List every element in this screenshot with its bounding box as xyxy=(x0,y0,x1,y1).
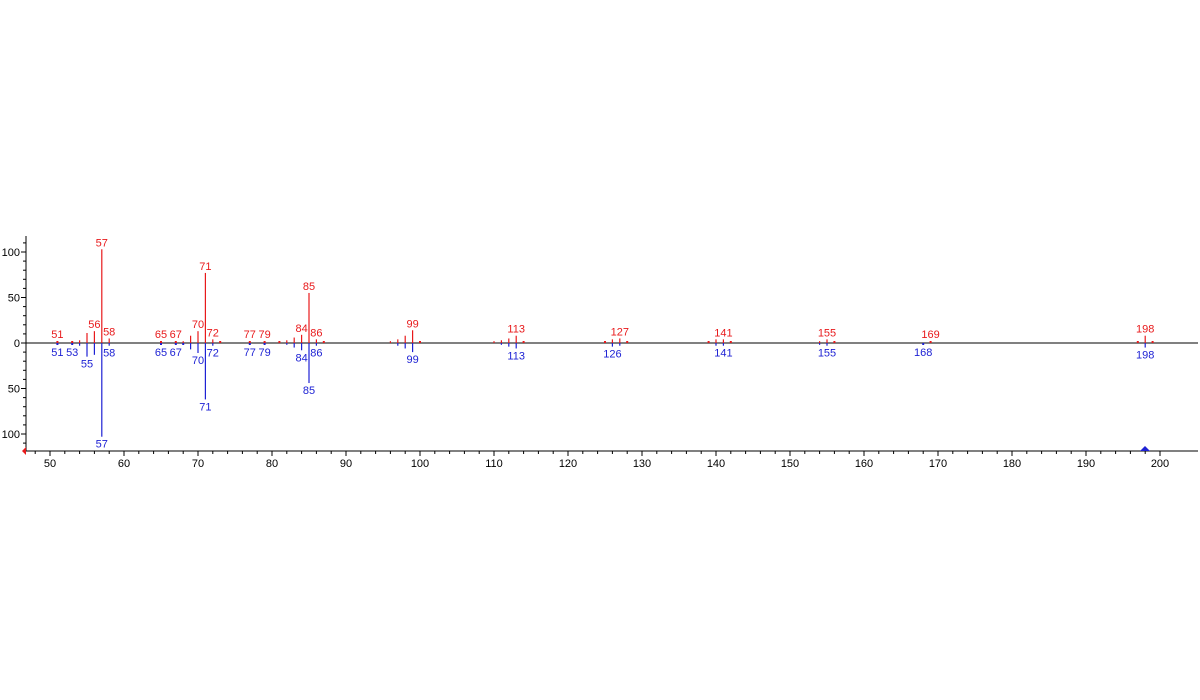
upper-peak-label-67: 67 xyxy=(170,329,182,341)
lower-peak-label-65: 65 xyxy=(155,347,167,359)
lower-peak-label-198: 198 xyxy=(1136,350,1154,362)
upper-peak-197 xyxy=(1136,341,1139,343)
y-tick-label: 100 xyxy=(2,247,20,259)
lower-peak-168 xyxy=(922,343,925,345)
lower-peak-label-55: 55 xyxy=(81,359,93,371)
lower-peak-label-72: 72 xyxy=(207,348,219,360)
x-tick-label: 120 xyxy=(559,458,577,470)
x-tick-label: 190 xyxy=(1077,458,1095,470)
lower-peak-label-168: 168 xyxy=(914,347,932,359)
upper-peak-label-85: 85 xyxy=(303,281,315,293)
axes: 100 50 0 50 100 50 60 70 80 90 100 110 120 130 140 150 1… xyxy=(2,236,1198,470)
lower-peak-77 xyxy=(248,343,251,345)
right-range-marker xyxy=(1140,446,1150,451)
lower-peak-label-67: 67 xyxy=(170,347,182,359)
lower-peak-label-85: 85 xyxy=(303,385,315,397)
upper-peak-label-86: 86 xyxy=(310,327,322,339)
y-tick-label: 50 xyxy=(8,384,20,396)
upper-peak-label-79: 79 xyxy=(258,329,270,341)
upper-peak-label-99: 99 xyxy=(406,318,418,330)
upper-peak-label-51: 51 xyxy=(51,329,63,341)
lower-peak-label-53: 53 xyxy=(66,347,78,359)
lower-peak-label-79: 79 xyxy=(258,347,270,359)
x-tick-label: 170 xyxy=(929,458,947,470)
upper-peak-100 xyxy=(419,341,421,343)
lower-peak-53 xyxy=(71,343,74,345)
upper-peak-label-77: 77 xyxy=(244,329,256,341)
x-tick-label: 50 xyxy=(44,458,56,470)
upper-peak-156 xyxy=(833,341,836,343)
x-tick-label: 60 xyxy=(118,458,130,470)
peak-labels: 51 56 57 58 65 67 70 71 72 77 79 84 85 86 99 113 127 141 1… xyxy=(51,237,1154,450)
upper-peak-87 xyxy=(322,341,325,343)
lower-peak-51 xyxy=(56,343,59,345)
upper-peak-73 xyxy=(219,341,222,343)
y-tick-label: 50 xyxy=(8,293,20,305)
lower-peak-label-113: 113 xyxy=(507,350,525,362)
upper-peak-label-56: 56 xyxy=(88,319,100,331)
upper-peak-label-155: 155 xyxy=(818,327,836,339)
upper-peak-128 xyxy=(626,341,629,343)
upper-peak-label-127: 127 xyxy=(611,326,629,338)
upper-peak-label-84: 84 xyxy=(295,323,307,335)
upper-peak-81 xyxy=(278,341,281,343)
upper-peak-label-72: 72 xyxy=(207,327,219,339)
upper-peak-51 xyxy=(56,341,59,343)
lower-peak-label-126: 126 xyxy=(603,349,621,361)
upper-peak-139 xyxy=(707,341,710,343)
x-tick-label: 100 xyxy=(411,458,429,470)
upper-peak-53 xyxy=(71,341,74,343)
peaks xyxy=(56,249,1154,437)
upper-peak-label-113: 113 xyxy=(507,324,525,336)
x-tick-label: 180 xyxy=(1003,458,1021,470)
lower-peak-79 xyxy=(263,343,266,345)
upper-peak-label-65: 65 xyxy=(155,329,167,341)
lower-peak-label-58: 58 xyxy=(103,348,115,360)
x-tick-label: 110 xyxy=(485,458,503,470)
upper-peak-79 xyxy=(263,341,266,343)
upper-peak-114 xyxy=(522,341,525,343)
markers xyxy=(22,446,1150,455)
upper-peak-label-58: 58 xyxy=(103,326,115,338)
upper-peak-label-70: 70 xyxy=(192,319,204,331)
x-tick-label: 130 xyxy=(633,458,651,470)
lower-peak-label-57: 57 xyxy=(96,439,108,451)
x-tick-label: 80 xyxy=(266,458,278,470)
upper-peak-label-57: 57 xyxy=(96,237,108,249)
upper-peak-label-169: 169 xyxy=(921,329,939,341)
upper-peak-67 xyxy=(174,341,177,343)
x-tick-label: 90 xyxy=(340,458,352,470)
x-tick-label: 160 xyxy=(855,458,873,470)
upper-peak-142 xyxy=(729,341,732,343)
x-tick-label: 150 xyxy=(781,458,799,470)
upper-peak-label-141: 141 xyxy=(714,327,732,339)
lower-peak-label-86: 86 xyxy=(310,348,322,360)
y-tick-label: 100 xyxy=(2,429,20,441)
lower-peak-68 xyxy=(182,343,185,345)
upper-peak-199 xyxy=(1151,341,1154,343)
lower-peak-label-71: 71 xyxy=(199,401,211,413)
upper-peak-65 xyxy=(160,341,162,343)
upper-peak-169 xyxy=(929,341,932,343)
lower-peak-label-141: 141 xyxy=(714,348,732,360)
x-tick-label: 140 xyxy=(707,458,725,470)
lower-peak-label-99: 99 xyxy=(406,354,418,366)
upper-peak-77 xyxy=(248,341,251,343)
lower-peak-65 xyxy=(160,343,162,345)
upper-peak-label-71: 71 xyxy=(199,261,211,273)
lower-peak-67 xyxy=(174,343,177,345)
lower-peak-label-155: 155 xyxy=(818,348,836,360)
upper-peak-label-198: 198 xyxy=(1136,324,1154,336)
upper-peak-125 xyxy=(604,341,606,343)
x-tick-label: 200 xyxy=(1151,458,1169,470)
y-tick-label: 0 xyxy=(14,338,20,350)
lower-peak-label-84: 84 xyxy=(295,352,307,364)
lower-peak-label-70: 70 xyxy=(192,355,204,367)
lower-peak-label-51: 51 xyxy=(51,347,63,359)
left-range-marker xyxy=(22,447,26,455)
lower-peak-label-77: 77 xyxy=(244,347,256,359)
x-tick-label: 70 xyxy=(192,458,204,470)
